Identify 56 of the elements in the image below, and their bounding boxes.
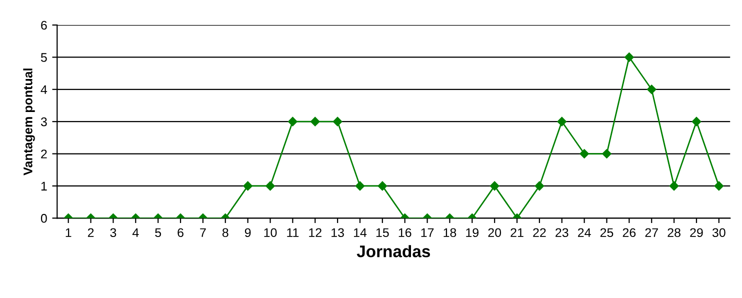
y-tick-label: 1 bbox=[41, 182, 47, 190]
point bbox=[534, 181, 544, 191]
x-tick-label: 20 bbox=[488, 228, 502, 238]
x-tick-label: 9 bbox=[244, 228, 251, 238]
x-tick-label: 27 bbox=[645, 228, 658, 237]
x-tick-label: 24 bbox=[578, 228, 591, 237]
x-tick-label: 21 bbox=[510, 228, 524, 237]
x-tick-label: 10 bbox=[264, 228, 277, 238]
x-tick-label: 26 bbox=[622, 228, 636, 238]
x-tick-label: 16 bbox=[398, 228, 412, 238]
point bbox=[624, 52, 634, 62]
x-tick-label: 6 bbox=[178, 228, 184, 238]
point bbox=[692, 116, 702, 126]
x-tick-label: 19 bbox=[466, 228, 479, 238]
x-tick-label: 28 bbox=[668, 228, 680, 238]
x-tick-label: 3 bbox=[110, 228, 116, 238]
x-tick-label: 17 bbox=[421, 228, 434, 237]
x-tick-label: 14 bbox=[354, 228, 367, 237]
point bbox=[266, 181, 275, 191]
y-tick-label: 0 bbox=[40, 214, 47, 223]
y-tick-label: 4 bbox=[40, 85, 48, 94]
point bbox=[714, 181, 724, 191]
point bbox=[288, 116, 298, 126]
x-tick-label: 25 bbox=[600, 228, 614, 238]
x-tick-label: 4 bbox=[132, 228, 139, 237]
point bbox=[332, 116, 342, 126]
x-tick-label: 7 bbox=[200, 228, 206, 237]
x-tick-label: 13 bbox=[332, 228, 344, 238]
point bbox=[355, 181, 365, 191]
x-tick-label: 29 bbox=[690, 228, 703, 238]
y-tick-label: 6 bbox=[41, 20, 47, 30]
x-axis-title: Jornadas bbox=[356, 245, 430, 258]
x-tick-label: 30 bbox=[712, 228, 726, 238]
x-tick-label: 8 bbox=[222, 228, 228, 238]
x-tick-label: 5 bbox=[155, 228, 162, 238]
x-tick-label: 12 bbox=[309, 228, 322, 237]
point bbox=[490, 181, 500, 191]
y-tick-label: 5 bbox=[40, 53, 47, 62]
x-tick-label: 22 bbox=[533, 228, 546, 237]
x-tick-label: 23 bbox=[556, 228, 568, 238]
y-axis-title: Vantagem pontual bbox=[23, 68, 35, 176]
point bbox=[243, 181, 252, 191]
point bbox=[580, 149, 589, 158]
x-tick-label: 2 bbox=[88, 228, 94, 237]
point bbox=[646, 84, 656, 94]
point bbox=[310, 116, 320, 126]
y-tick-label: 3 bbox=[40, 117, 47, 126]
point bbox=[602, 149, 612, 158]
point bbox=[669, 181, 679, 191]
point bbox=[378, 181, 388, 191]
x-tick-label: 15 bbox=[376, 228, 389, 238]
x-tick-label: 18 bbox=[444, 228, 456, 238]
y-tick-label: 2 bbox=[41, 150, 47, 158]
point bbox=[557, 116, 567, 126]
x-tick-label: 1 bbox=[66, 228, 72, 237]
x-tick-label: 11 bbox=[287, 228, 299, 237]
